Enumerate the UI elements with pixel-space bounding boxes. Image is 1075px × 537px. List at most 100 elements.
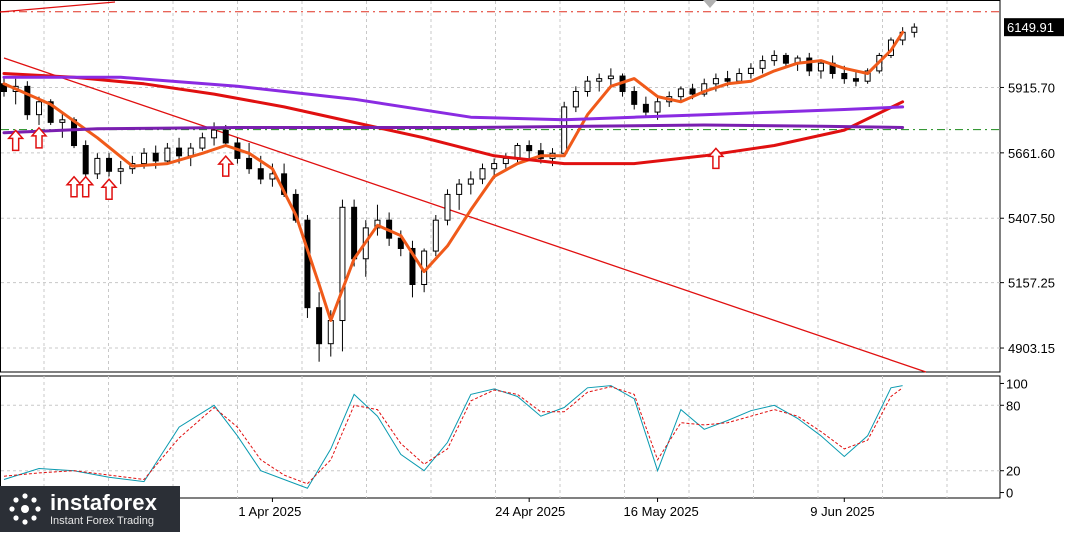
candle-body-bear (631, 90, 638, 105)
signal-arrows (7, 0, 725, 201)
candle (187, 142, 194, 167)
up-arrow-icon (707, 147, 725, 170)
up-arrow-icon (100, 178, 118, 201)
candle-body-bear (304, 219, 311, 309)
candle (479, 163, 486, 185)
osc-tick-label: 100 (1006, 376, 1028, 391)
candle-body-bull (607, 75, 614, 80)
candle (199, 132, 206, 151)
candle-body-bear (841, 72, 848, 80)
candle (852, 70, 859, 87)
candle (82, 140, 89, 179)
candle (607, 68, 614, 87)
candle-body-bull (864, 70, 871, 82)
osc-tick-label: 0 (1006, 486, 1013, 501)
candle (631, 86, 638, 110)
ema_flat-line (2, 123, 905, 135)
candle (561, 101, 568, 156)
candle (817, 60, 824, 79)
candle-body-bear (852, 78, 859, 82)
candle-body-bear (409, 247, 416, 286)
candle-body-bull (736, 72, 743, 82)
oscillator-panel-frame (0, 375, 1001, 499)
candle-body-bull (654, 101, 661, 113)
candle (759, 55, 766, 74)
candle-body-bull (712, 78, 719, 85)
candle-body-bull (59, 119, 66, 123)
candle-body-bull (747, 67, 754, 74)
candle (829, 55, 836, 79)
period-marker-icon (703, 0, 717, 8)
candle-body-bull (444, 193, 451, 221)
candle (117, 160, 124, 185)
candle-body-bull (456, 183, 463, 195)
candle (339, 199, 346, 352)
candle-body-bear (176, 147, 183, 157)
price-tick-label: 4903.15 (1008, 341, 1055, 356)
candle (1, 76, 7, 97)
candle (584, 76, 591, 97)
up-arrow-icon (77, 175, 95, 198)
candle (164, 142, 171, 164)
descending-trendline (3, 57, 927, 373)
candle (12, 78, 19, 105)
candle (24, 81, 31, 120)
candle-body-bear (351, 206, 358, 260)
candles (1, 23, 918, 362)
candle (59, 112, 66, 138)
time-tick-label: 16 May 2025 (624, 504, 699, 519)
candle-body-bull (164, 147, 171, 162)
current-price-label: 6149.91 (1007, 20, 1054, 35)
candle (806, 52, 813, 77)
candle (747, 63, 754, 79)
ema_mid-line (2, 72, 905, 166)
up-arrow-icon (7, 129, 25, 152)
candle-body-bull (491, 163, 498, 170)
oscillator (3, 385, 903, 489)
time-tick-label: 24 Apr 2025 (495, 504, 565, 519)
candle-body-bear (24, 85, 31, 116)
candle-body-bull (677, 88, 684, 98)
candle-body-bull (596, 78, 603, 82)
price-panel-frame (0, 0, 1001, 373)
time-tick-label: 9 Jun 2025 (810, 504, 874, 519)
candle (211, 122, 218, 146)
candle-body-bear (222, 129, 229, 144)
candle-body-bear (782, 54, 789, 64)
candle-body-bull (701, 83, 708, 95)
price-tick-label: 5915.70 (1008, 80, 1055, 95)
candle-body-bull (94, 157, 101, 175)
candle (362, 220, 369, 277)
candle-body-bull (36, 101, 43, 116)
candle-body-bull (199, 137, 206, 149)
candle (444, 189, 451, 226)
instaforex-logo-icon (9, 493, 41, 525)
up-arrow-icon (30, 126, 48, 149)
osc-tick-label: 20 (1006, 464, 1020, 479)
indicator-lines (2, 30, 905, 322)
candle-body-bull (327, 320, 334, 345)
candle (677, 86, 684, 102)
candle-body-bull (572, 90, 579, 108)
up-arrow-icon (217, 154, 235, 177)
candle-body-bear (82, 145, 89, 175)
candle (316, 292, 323, 362)
candle-body-bear (526, 145, 533, 152)
candle-body-bull (514, 145, 521, 159)
up-arrow-icon (65, 175, 83, 198)
watermark-tagline: Instant Forex Trading (50, 515, 154, 527)
candle-body-bull (911, 26, 918, 33)
candle (456, 178, 463, 210)
candle-body-bull (817, 62, 824, 72)
candle-body-bear (257, 168, 264, 180)
candle-body-bull (432, 219, 439, 252)
ema_slow-line (2, 75, 905, 122)
price-tick-label: 5157.25 (1008, 276, 1055, 291)
price-tick-label: 5407.50 (1008, 211, 1055, 226)
candle (572, 86, 579, 113)
watermark: instaforex Instant Forex Trading (0, 486, 180, 532)
candle (409, 240, 416, 298)
candle-body-bear (642, 103, 649, 113)
